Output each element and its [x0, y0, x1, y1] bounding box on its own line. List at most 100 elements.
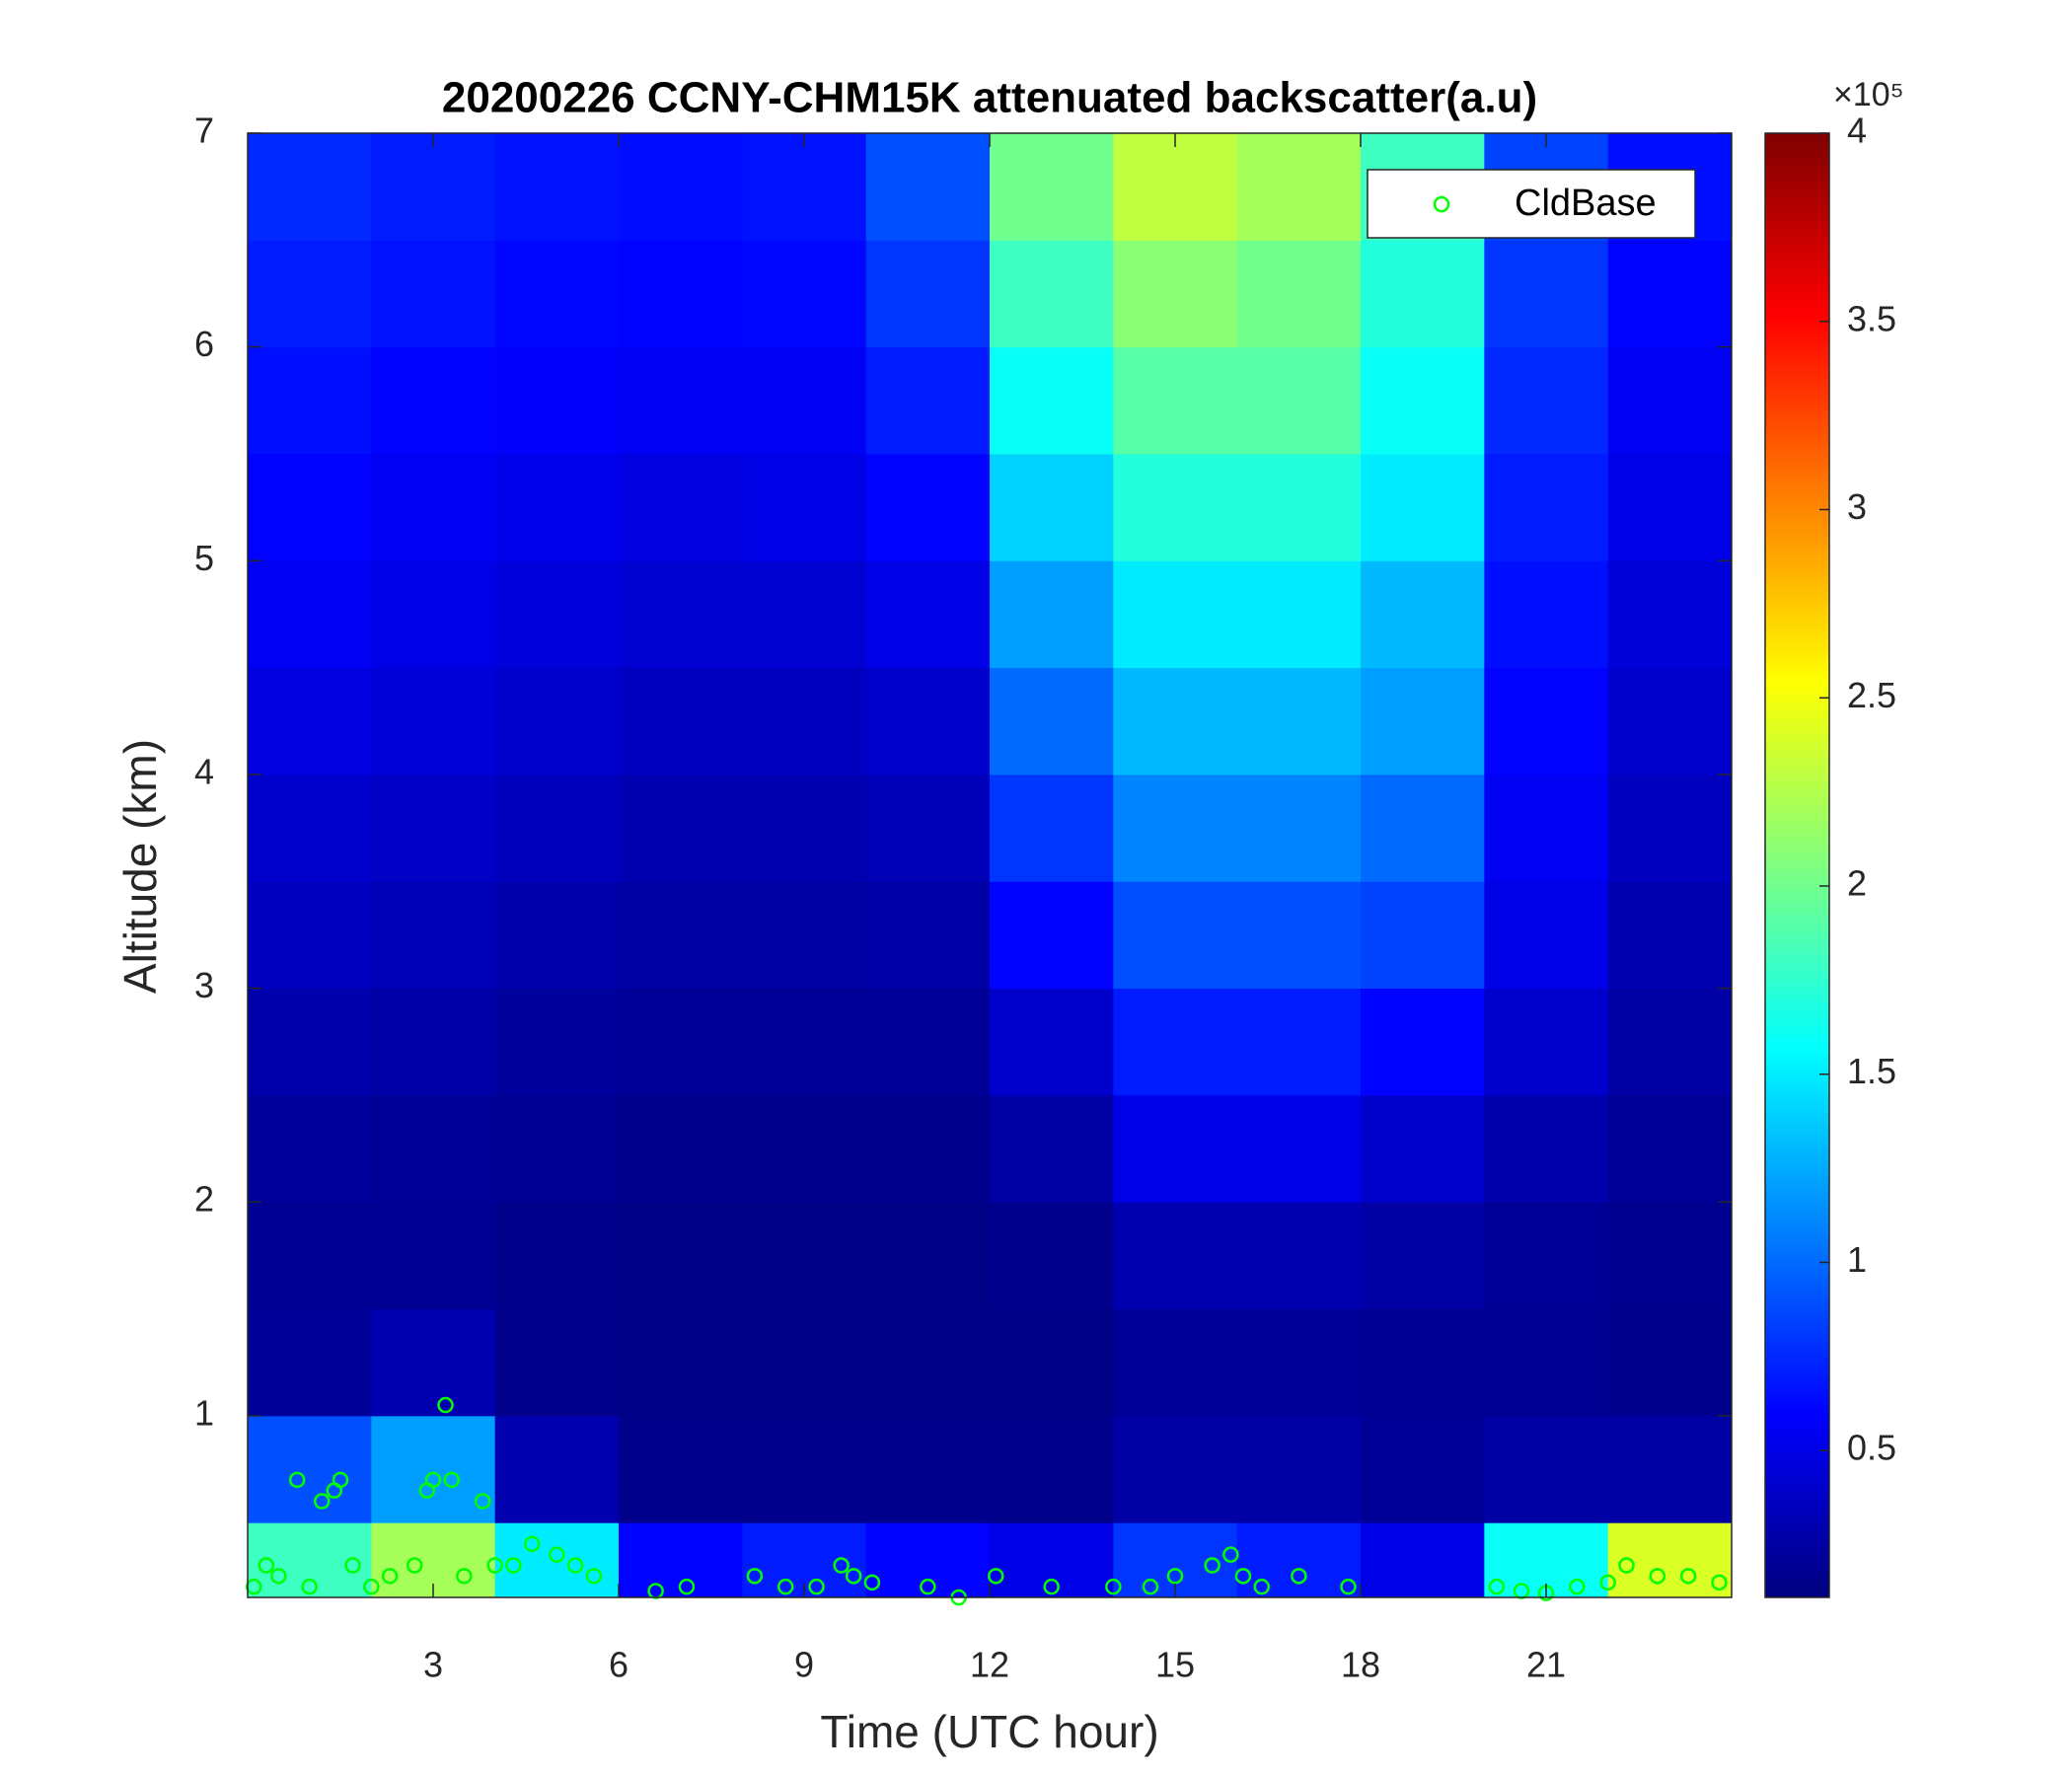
heatmap-cell — [619, 1308, 743, 1417]
cloud-base-point — [1340, 1578, 1357, 1595]
heatmap-cell — [1113, 346, 1238, 455]
heatmap-cell — [619, 453, 743, 561]
cloud-base-point — [505, 1557, 522, 1574]
heatmap-cell — [865, 560, 991, 669]
cloud-base-point — [777, 1578, 794, 1595]
x-tick-label: 18 — [1341, 1645, 1380, 1685]
heatmap-cell — [1236, 881, 1362, 990]
colorbar-tick-label: 2 — [1847, 862, 1867, 903]
cloud-base-point — [920, 1578, 936, 1595]
heatmap-cell — [1361, 346, 1485, 455]
heatmap-cell — [1484, 667, 1609, 776]
x-tick-label: 15 — [1155, 1645, 1195, 1685]
heatmap-cell — [1361, 1415, 1485, 1523]
heatmap-cell — [1607, 667, 1733, 776]
heatmap-cell — [1607, 346, 1733, 455]
y-tick-label: 5 — [194, 538, 214, 578]
y-tick-label: 2 — [194, 1179, 214, 1220]
y-tick-label: 7 — [194, 111, 214, 151]
heatmap-cell — [865, 240, 991, 348]
cloud-base-point — [270, 1568, 287, 1585]
heatmap-cell — [742, 346, 867, 455]
heatmap-cell — [1484, 560, 1609, 669]
cloud-base-point — [1043, 1578, 1060, 1595]
heatmap-cell — [1113, 1308, 1238, 1417]
heatmap-cell — [1113, 774, 1238, 882]
heatmap-cell — [494, 1308, 620, 1417]
heatmap-cell — [1484, 453, 1609, 561]
heatmap-cell — [619, 1094, 743, 1203]
heatmap-cell — [1484, 1094, 1609, 1203]
heatmap-cell — [248, 560, 372, 669]
heatmap-cell — [865, 881, 991, 990]
colorbar-tick-label: 3 — [1847, 486, 1867, 527]
cloud-base-point — [746, 1568, 764, 1585]
heatmap-cell — [1484, 240, 1609, 348]
heatmap-cell — [865, 1094, 991, 1203]
heatmap-cell — [1607, 1094, 1733, 1203]
cloud-base-point — [474, 1493, 491, 1510]
heatmap-cell — [371, 1415, 496, 1523]
y-tick-label: 3 — [194, 965, 214, 1005]
heatmap-cell — [1361, 774, 1485, 882]
heatmap-cell — [1113, 453, 1238, 561]
y-axis-label: Altitude (km) — [114, 739, 166, 994]
heatmap — [248, 133, 1733, 1598]
colorbar — [1764, 132, 1830, 1598]
heatmap-cell — [1361, 1308, 1485, 1417]
heatmap-cell — [1607, 1202, 1733, 1310]
heatmap-cell — [1236, 774, 1362, 882]
heatmap-cell — [1113, 1094, 1238, 1203]
colorbar-tick-label: 1 — [1847, 1239, 1867, 1280]
heatmap-cell — [248, 240, 372, 348]
heatmap-cell — [1236, 453, 1362, 561]
heatmap-cell — [1484, 881, 1609, 990]
heatmap-cell — [742, 1415, 867, 1523]
heatmap-cell — [1607, 1522, 1733, 1598]
heatmap-cell — [371, 346, 496, 455]
heatmap-cell — [1484, 988, 1609, 1096]
heatmap-cell — [619, 774, 743, 882]
heatmap-cell — [371, 1094, 496, 1203]
heatmap-cell — [1236, 240, 1362, 348]
colorbar-tick-label: 4 — [1847, 111, 1867, 151]
cloud-base-point — [381, 1568, 399, 1585]
heatmap-cell — [371, 988, 496, 1096]
heatmap-cell — [742, 881, 867, 990]
legend-label: CldBase — [1515, 183, 1657, 224]
heatmap-cell — [742, 453, 867, 561]
cloud-base-point — [1711, 1574, 1728, 1591]
heatmap-cell — [619, 881, 743, 990]
y-tick-label: 6 — [194, 324, 214, 364]
heatmap-cell — [1236, 560, 1362, 669]
cloud-base-point — [332, 1471, 349, 1489]
cloud-base-point — [301, 1578, 318, 1595]
heatmap-cell — [1484, 346, 1609, 455]
cloud-base-point — [1679, 1568, 1697, 1585]
cloud-base-point — [1204, 1557, 1221, 1574]
x-tick-label: 12 — [970, 1645, 1009, 1685]
heatmap-cell — [742, 560, 867, 669]
colorbar-tick-label: 3.5 — [1847, 298, 1896, 338]
heatmap-cell — [248, 1202, 372, 1310]
heatmap-cell — [1361, 1094, 1485, 1203]
heatmap-cell — [1607, 560, 1733, 669]
heatmap-cell — [494, 133, 620, 241]
cloud-base-point — [549, 1546, 565, 1563]
heatmap-cell — [619, 133, 743, 241]
cloud-base-point — [845, 1568, 862, 1585]
colorbar-scale: ×10⁵ — [1833, 76, 1904, 113]
cloud-base-point — [486, 1557, 503, 1574]
heatmap-cell — [619, 667, 743, 776]
heatmap-cell — [1607, 988, 1733, 1096]
cloud-base-point — [585, 1568, 603, 1585]
legend-box — [1367, 169, 1696, 239]
heatmap-cell — [248, 881, 372, 990]
heatmap-cell — [1113, 1415, 1238, 1523]
heatmap-cell — [248, 1522, 372, 1598]
cloud-base-point — [406, 1557, 423, 1574]
heatmap-cell — [990, 346, 1114, 455]
heatmap-cell — [1484, 1308, 1609, 1417]
heatmap-cell — [1113, 667, 1238, 776]
heatmap-cell — [1607, 881, 1733, 990]
